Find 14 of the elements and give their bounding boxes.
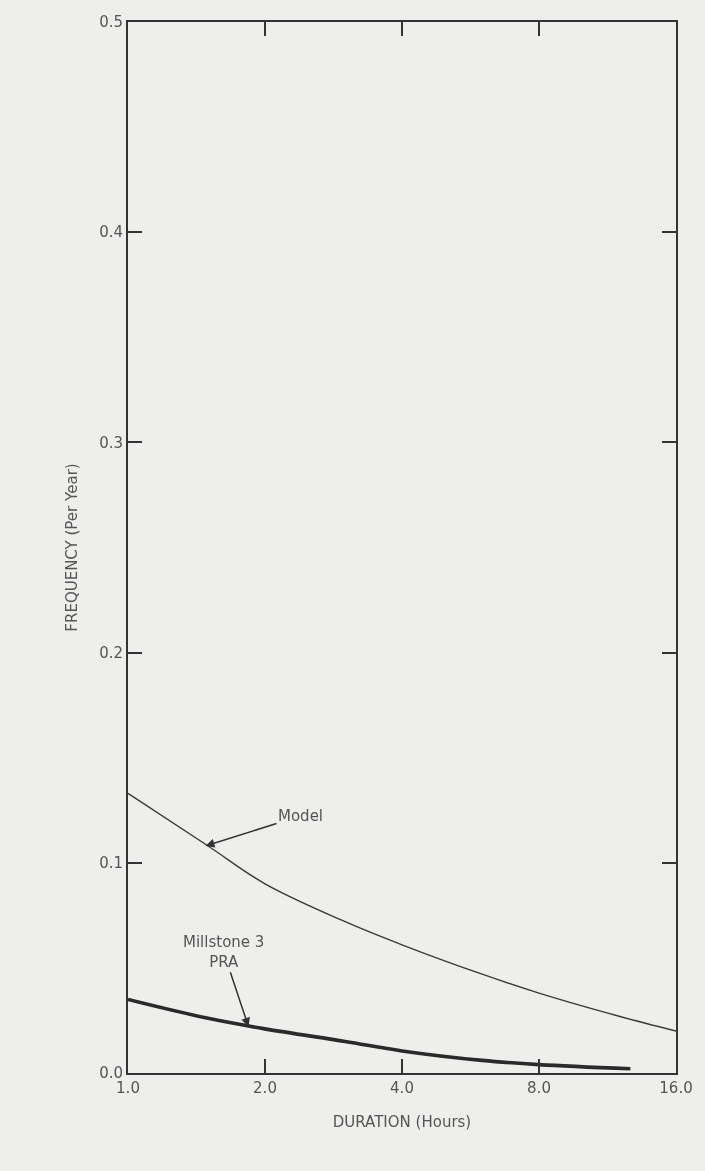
x-tick-label: 2.0 (253, 1079, 277, 1097)
y-tick-label: 0.3 (99, 433, 123, 452)
y-tick-label: 0.4 (99, 223, 123, 242)
x-tick-label: 1.0 (116, 1079, 140, 1097)
x-tick-label: 8.0 (527, 1079, 551, 1097)
x-tick-label: 4.0 (390, 1079, 414, 1097)
x-axis-title: DURATION (Hours) (332, 1112, 472, 1131)
y-axis-title: FREQUENCY (Per Year) (62, 463, 81, 632)
y-tick-label: 0.1 (99, 854, 123, 873)
annotation: Millstone 3 PRA (183, 933, 265, 971)
annotation: Model (278, 807, 324, 825)
x-tick-label: 16.0 (659, 1079, 693, 1097)
y-tick-label: 0.2 (99, 643, 123, 662)
y-tick-label: 0.5 (99, 13, 123, 32)
